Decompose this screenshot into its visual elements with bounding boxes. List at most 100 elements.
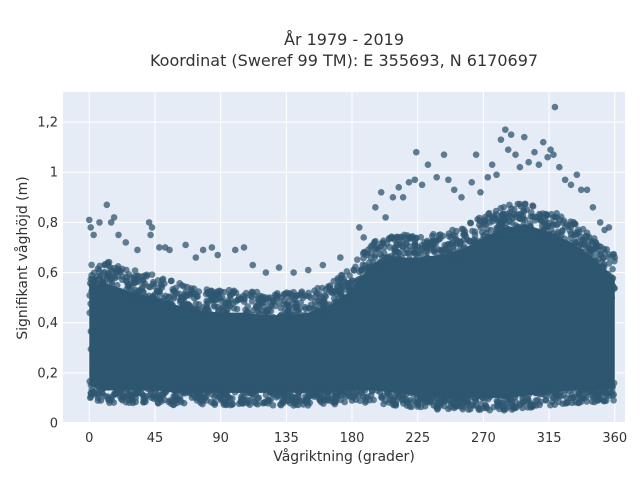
data-point	[453, 291, 460, 299]
data-point	[480, 216, 488, 224]
data-point	[484, 395, 492, 403]
data-point	[588, 382, 595, 390]
data-point	[350, 283, 358, 291]
data-point	[181, 302, 188, 309]
outlier-point	[249, 261, 257, 269]
data-point	[217, 383, 224, 391]
data-point	[296, 310, 303, 317]
data-point	[114, 265, 121, 272]
data-point	[376, 363, 383, 371]
data-point	[306, 361, 313, 369]
data-point	[283, 384, 291, 392]
data-point	[586, 343, 594, 351]
data-point	[396, 255, 403, 263]
data-point	[512, 222, 520, 229]
x-tick-label: 180	[340, 431, 365, 446]
data-point	[192, 300, 200, 308]
data-point	[521, 200, 529, 208]
data-point	[217, 396, 225, 404]
data-point	[325, 350, 332, 358]
outlier-point	[516, 163, 524, 171]
data-point	[450, 394, 458, 401]
data-point	[289, 350, 297, 358]
data-point	[486, 374, 493, 382]
data-point	[241, 337, 249, 345]
data-point	[552, 289, 559, 296]
data-point	[210, 302, 218, 309]
data-point	[166, 359, 174, 367]
data-point	[91, 289, 99, 296]
outlier-point	[214, 251, 222, 259]
data-point	[400, 341, 408, 349]
data-point	[171, 287, 178, 295]
outlier-point	[526, 402, 534, 409]
data-point	[248, 297, 256, 305]
data-point	[259, 313, 267, 321]
data-point	[287, 373, 295, 381]
data-point	[399, 396, 406, 404]
outlier-point	[348, 397, 356, 404]
data-point	[566, 306, 574, 314]
outlier-point	[525, 158, 532, 166]
data-point	[398, 282, 405, 290]
data-point	[390, 337, 398, 345]
data-point	[596, 306, 603, 313]
data-point	[316, 293, 324, 301]
data-point	[330, 320, 337, 328]
data-point	[149, 348, 157, 356]
data-point	[573, 248, 580, 256]
data-point	[87, 300, 94, 308]
data-point	[574, 226, 582, 234]
outlier-point	[450, 186, 458, 194]
data-point	[512, 279, 519, 287]
data-point	[127, 280, 134, 287]
outlier-point	[392, 402, 400, 409]
data-point	[600, 254, 607, 262]
data-point	[276, 366, 284, 373]
data-point	[208, 351, 216, 359]
data-point	[109, 348, 117, 356]
data-point	[527, 223, 534, 231]
data-point	[402, 240, 410, 248]
data-point	[589, 245, 597, 253]
data-point	[428, 381, 435, 389]
data-point	[401, 231, 408, 239]
data-point	[249, 315, 257, 323]
data-point	[585, 307, 593, 315]
data-point	[158, 276, 166, 284]
data-point	[148, 271, 156, 278]
chart-title: År 1979 - 2019	[284, 30, 404, 49]
outlier-point	[445, 176, 452, 184]
data-point	[204, 383, 212, 391]
data-point	[198, 384, 206, 392]
data-point	[254, 400, 262, 408]
data-point	[145, 340, 153, 348]
outlier-point	[87, 224, 95, 231]
data-point	[344, 352, 351, 360]
data-point	[251, 338, 259, 346]
data-point	[141, 357, 148, 365]
data-point	[472, 397, 480, 404]
data-point	[171, 392, 179, 400]
data-point	[242, 384, 250, 391]
data-point	[134, 277, 141, 284]
data-point	[474, 389, 482, 397]
data-point	[99, 293, 107, 300]
data-point	[421, 287, 429, 295]
data-point	[574, 380, 582, 387]
data-point	[313, 325, 321, 333]
data-point	[154, 362, 162, 370]
data-point	[314, 284, 322, 292]
data-point	[304, 334, 312, 341]
outlier-point	[468, 178, 476, 186]
x-tick-label: 225	[405, 431, 430, 446]
outlier-point	[544, 153, 551, 161]
outlier-point	[377, 189, 385, 196]
data-point	[476, 221, 483, 229]
data-point	[510, 206, 518, 213]
y-tick-label: 1,2	[37, 116, 58, 131]
data-point	[270, 297, 278, 304]
data-point	[125, 366, 133, 374]
data-point	[460, 231, 467, 238]
data-point	[94, 265, 102, 273]
